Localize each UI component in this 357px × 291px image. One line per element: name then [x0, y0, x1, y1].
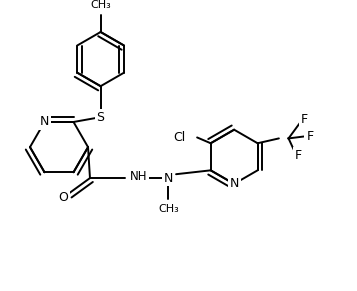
Text: F: F	[301, 113, 308, 125]
Text: CH₃: CH₃	[158, 204, 179, 214]
Text: N: N	[230, 178, 239, 190]
Text: N: N	[164, 172, 173, 184]
Text: F: F	[306, 130, 313, 143]
Text: N: N	[40, 116, 49, 129]
Text: S: S	[97, 111, 105, 124]
Text: CH₃: CH₃	[90, 0, 111, 10]
Text: NH: NH	[130, 170, 147, 183]
Text: F: F	[295, 149, 302, 162]
Text: O: O	[58, 191, 68, 204]
Text: Cl: Cl	[173, 131, 186, 144]
